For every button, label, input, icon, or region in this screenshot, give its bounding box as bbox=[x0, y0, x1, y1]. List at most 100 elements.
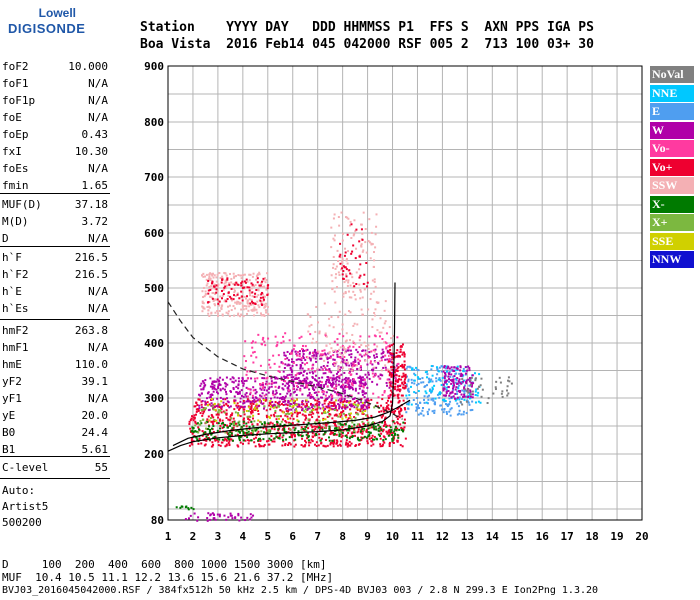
echo-point bbox=[319, 407, 322, 410]
echo-point bbox=[430, 398, 433, 401]
echo-point bbox=[194, 430, 197, 433]
echo-point bbox=[267, 443, 270, 446]
echo-point bbox=[306, 408, 309, 411]
echo-point bbox=[241, 299, 244, 302]
echo-point bbox=[363, 383, 366, 386]
echo-point bbox=[456, 413, 459, 416]
echo-point bbox=[448, 371, 451, 374]
echo-point bbox=[397, 378, 400, 381]
legend-entry: Vo+ bbox=[650, 158, 694, 176]
echo-point bbox=[284, 358, 287, 361]
echo-point bbox=[388, 345, 391, 348]
echo-point bbox=[401, 427, 404, 430]
echo-point bbox=[388, 386, 391, 389]
echo-point bbox=[307, 418, 310, 421]
param-value: 24.4 bbox=[81, 426, 109, 439]
echo-point bbox=[341, 386, 344, 389]
echo-point bbox=[344, 251, 347, 254]
echo-point bbox=[197, 398, 200, 401]
echo-point bbox=[372, 375, 375, 378]
echo-point bbox=[364, 414, 367, 417]
echo-point bbox=[427, 381, 430, 384]
echo-point bbox=[415, 366, 418, 369]
echo-point bbox=[371, 243, 374, 246]
echo-point bbox=[399, 345, 402, 348]
echo-point bbox=[355, 348, 358, 351]
echo-point bbox=[343, 254, 346, 257]
echo-point bbox=[250, 439, 253, 442]
echo-point bbox=[179, 506, 182, 509]
echo-point bbox=[216, 422, 219, 425]
echo-point bbox=[458, 378, 461, 381]
echo-point bbox=[378, 377, 381, 380]
echo-point bbox=[333, 290, 336, 293]
echo-point bbox=[324, 382, 327, 385]
echo-point bbox=[304, 439, 307, 442]
echo-point bbox=[306, 423, 309, 426]
echo-point bbox=[294, 438, 297, 441]
echo-point bbox=[227, 294, 230, 297]
echo-point bbox=[303, 386, 306, 389]
echo-point bbox=[378, 410, 381, 413]
echo-point bbox=[243, 413, 246, 416]
legend-entry: NNW bbox=[650, 251, 694, 268]
echo-point bbox=[314, 408, 317, 411]
echo-point bbox=[343, 400, 346, 403]
echo-point bbox=[501, 390, 504, 393]
echo-point bbox=[227, 432, 230, 435]
echo-point bbox=[212, 390, 215, 393]
echo-point bbox=[275, 435, 278, 438]
echo-point bbox=[428, 408, 431, 411]
echo-point bbox=[320, 357, 323, 360]
echo-point bbox=[210, 413, 213, 416]
echo-point bbox=[292, 417, 295, 420]
echo-point bbox=[328, 381, 331, 384]
echo-point bbox=[225, 416, 228, 419]
echo-point bbox=[201, 274, 204, 277]
echo-point bbox=[331, 396, 334, 399]
echo-point bbox=[306, 432, 309, 435]
echo-point bbox=[235, 301, 238, 304]
y-tick-label: 300 bbox=[144, 392, 164, 405]
echo-point bbox=[264, 281, 267, 284]
param-key: D bbox=[2, 232, 9, 245]
echo-point bbox=[197, 409, 200, 412]
echo-point bbox=[379, 426, 382, 429]
echo-point bbox=[344, 434, 347, 437]
echo-point bbox=[252, 400, 255, 403]
echo-point bbox=[269, 408, 272, 411]
echo-point bbox=[214, 304, 217, 307]
echo-point bbox=[207, 292, 210, 295]
echo-point bbox=[233, 314, 236, 317]
echo-point bbox=[250, 354, 253, 357]
echo-point bbox=[417, 382, 420, 385]
echo-point bbox=[459, 381, 462, 384]
echo-point bbox=[225, 412, 228, 415]
echo-point bbox=[258, 400, 261, 403]
echo-point bbox=[373, 356, 376, 359]
echo-point bbox=[262, 427, 265, 430]
echo-point bbox=[334, 405, 337, 408]
echo-point bbox=[362, 349, 365, 352]
echo-point bbox=[445, 391, 448, 394]
echo-point bbox=[254, 408, 257, 411]
echo-point bbox=[304, 410, 307, 413]
echo-point bbox=[244, 393, 247, 396]
echo-point bbox=[382, 326, 385, 329]
echo-point bbox=[402, 351, 405, 354]
echo-point bbox=[223, 300, 226, 303]
echo-point bbox=[450, 373, 453, 376]
echo-point bbox=[421, 377, 424, 380]
echo-point bbox=[381, 338, 384, 341]
echo-point bbox=[323, 402, 326, 405]
echo-point bbox=[356, 367, 359, 370]
echo-point bbox=[352, 380, 355, 383]
echo-point bbox=[345, 259, 348, 262]
echo-point bbox=[258, 437, 261, 440]
echo-point bbox=[400, 426, 403, 429]
echo-point bbox=[199, 394, 202, 397]
echo-point bbox=[232, 423, 235, 426]
echo-point bbox=[265, 398, 268, 401]
param-value: 1.65 bbox=[81, 179, 109, 192]
echo-point bbox=[298, 337, 301, 340]
